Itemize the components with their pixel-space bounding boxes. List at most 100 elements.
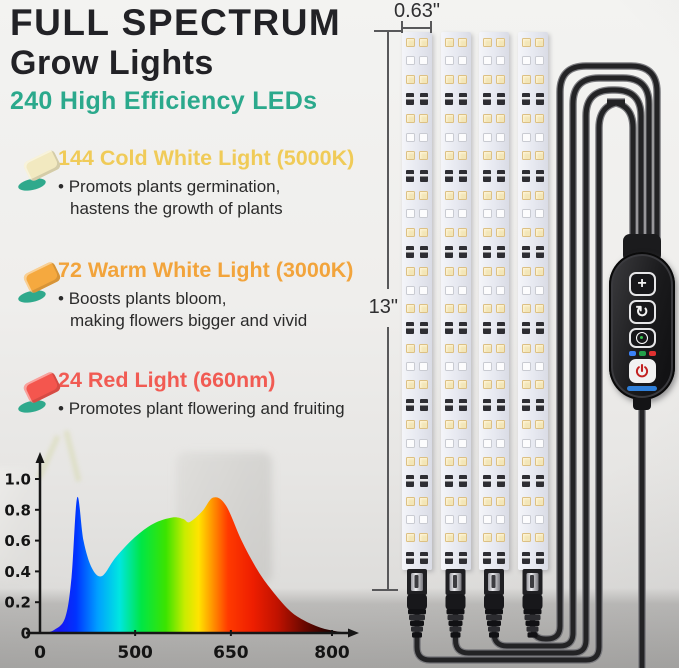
warm-led xyxy=(444,343,454,353)
warm-led xyxy=(496,227,505,237)
warm-led xyxy=(406,227,415,237)
y-axis-tick-label: 0.2 xyxy=(4,594,31,612)
resistor xyxy=(444,551,453,564)
warm-led xyxy=(521,533,531,543)
white-led xyxy=(534,132,544,142)
resistor xyxy=(458,322,467,335)
white-led xyxy=(444,285,454,295)
warm-led xyxy=(496,114,505,124)
y-axis-tick-label: 0.8 xyxy=(4,501,31,519)
resistor xyxy=(444,93,453,106)
resistor xyxy=(497,475,505,488)
white-led xyxy=(521,209,531,219)
spectrum-chart: 0 0.2 0.4 0.6 0.8 1.0 0 500 650 800 xyxy=(0,440,370,668)
warm-led xyxy=(419,496,428,506)
brightness-button[interactable]: + xyxy=(628,272,656,296)
warm-led xyxy=(406,74,415,84)
white-led xyxy=(457,438,467,448)
resistor xyxy=(497,398,505,411)
resistor xyxy=(497,169,505,182)
white-led xyxy=(534,514,544,524)
x-axis-tick-label: 650 xyxy=(213,643,249,663)
warm-led xyxy=(406,496,415,506)
feature-warm-white: 72 Warm White Light (3000K) Boosts plant… xyxy=(16,258,416,331)
resistor xyxy=(406,93,414,106)
resistor xyxy=(483,245,491,258)
feature-red: 24 Red Light (660nm) Promotes plant flow… xyxy=(16,368,416,420)
resistor xyxy=(535,551,544,564)
resistor xyxy=(535,245,544,258)
white-led xyxy=(419,362,428,372)
resistor xyxy=(444,169,453,182)
resistor xyxy=(420,551,428,564)
width-dimension-label: 0.63" xyxy=(393,0,441,22)
feature-text: Promotes plant flowering and fruiting xyxy=(58,398,416,420)
white-led xyxy=(444,132,454,142)
white-led xyxy=(457,362,467,372)
warm-led xyxy=(444,151,454,161)
warm-led xyxy=(406,267,415,277)
resistor xyxy=(483,322,491,335)
resistor xyxy=(497,245,505,258)
warm-led xyxy=(534,38,544,47)
resistor xyxy=(458,245,467,258)
warm-led xyxy=(419,533,428,543)
power-button[interactable] xyxy=(628,359,656,383)
resistor xyxy=(497,322,505,335)
mode-button[interactable]: ↻ xyxy=(628,300,656,324)
feature-heading: 72 Warm White Light (3000K) xyxy=(58,258,354,282)
warm-led xyxy=(521,74,531,84)
warm-led xyxy=(483,151,492,161)
warm-led xyxy=(457,38,467,47)
white-led xyxy=(483,438,492,448)
resistor xyxy=(420,322,428,335)
warm-led xyxy=(483,343,492,353)
white-led xyxy=(521,438,531,448)
white-led xyxy=(534,56,544,66)
warm-led xyxy=(483,304,492,314)
height-dimension-label: 13" xyxy=(368,296,398,318)
resistor xyxy=(521,245,530,258)
resistor xyxy=(420,245,428,258)
warm-led xyxy=(534,456,544,466)
feature-heading: 24 Red Light (660nm) xyxy=(58,368,276,392)
controller-badge-bar xyxy=(627,386,657,391)
resistor xyxy=(458,551,467,564)
warm-led xyxy=(457,304,467,314)
warm-led xyxy=(419,227,428,237)
warm-led xyxy=(521,343,531,353)
warm-led xyxy=(419,304,428,314)
timer-button[interactable] xyxy=(628,328,656,348)
resistor xyxy=(535,475,544,488)
warm-led xyxy=(534,114,544,124)
warm-led xyxy=(496,420,505,430)
clock-icon xyxy=(636,332,648,344)
feature-heading: 144 Cold White Light (5000K) xyxy=(58,146,355,170)
warm-led xyxy=(496,496,505,506)
timer-controller[interactable]: + ↻ xyxy=(609,234,675,414)
white-led xyxy=(534,438,544,448)
resistor xyxy=(521,398,530,411)
warm-led xyxy=(521,380,531,390)
warm-led xyxy=(406,343,415,353)
white-led xyxy=(406,362,415,372)
white-led xyxy=(496,362,505,372)
warm-led xyxy=(521,38,531,47)
resistor xyxy=(406,169,414,182)
page-subtitle-line: Grow Lights xyxy=(10,44,214,82)
warm-led xyxy=(444,227,454,237)
resistor xyxy=(521,169,530,182)
warm-led xyxy=(457,114,467,124)
warm-led xyxy=(521,496,531,506)
warm-led xyxy=(457,190,467,200)
white-led xyxy=(521,56,531,66)
white-led xyxy=(457,285,467,295)
resistor xyxy=(458,475,467,488)
controller-body: + ↻ xyxy=(609,252,675,400)
power-cable xyxy=(491,75,652,649)
warm-led xyxy=(444,496,454,506)
power-cable xyxy=(414,99,636,663)
x-axis-tick-label: 0 xyxy=(34,643,46,663)
resistor xyxy=(420,93,428,106)
warm-led xyxy=(457,533,467,543)
